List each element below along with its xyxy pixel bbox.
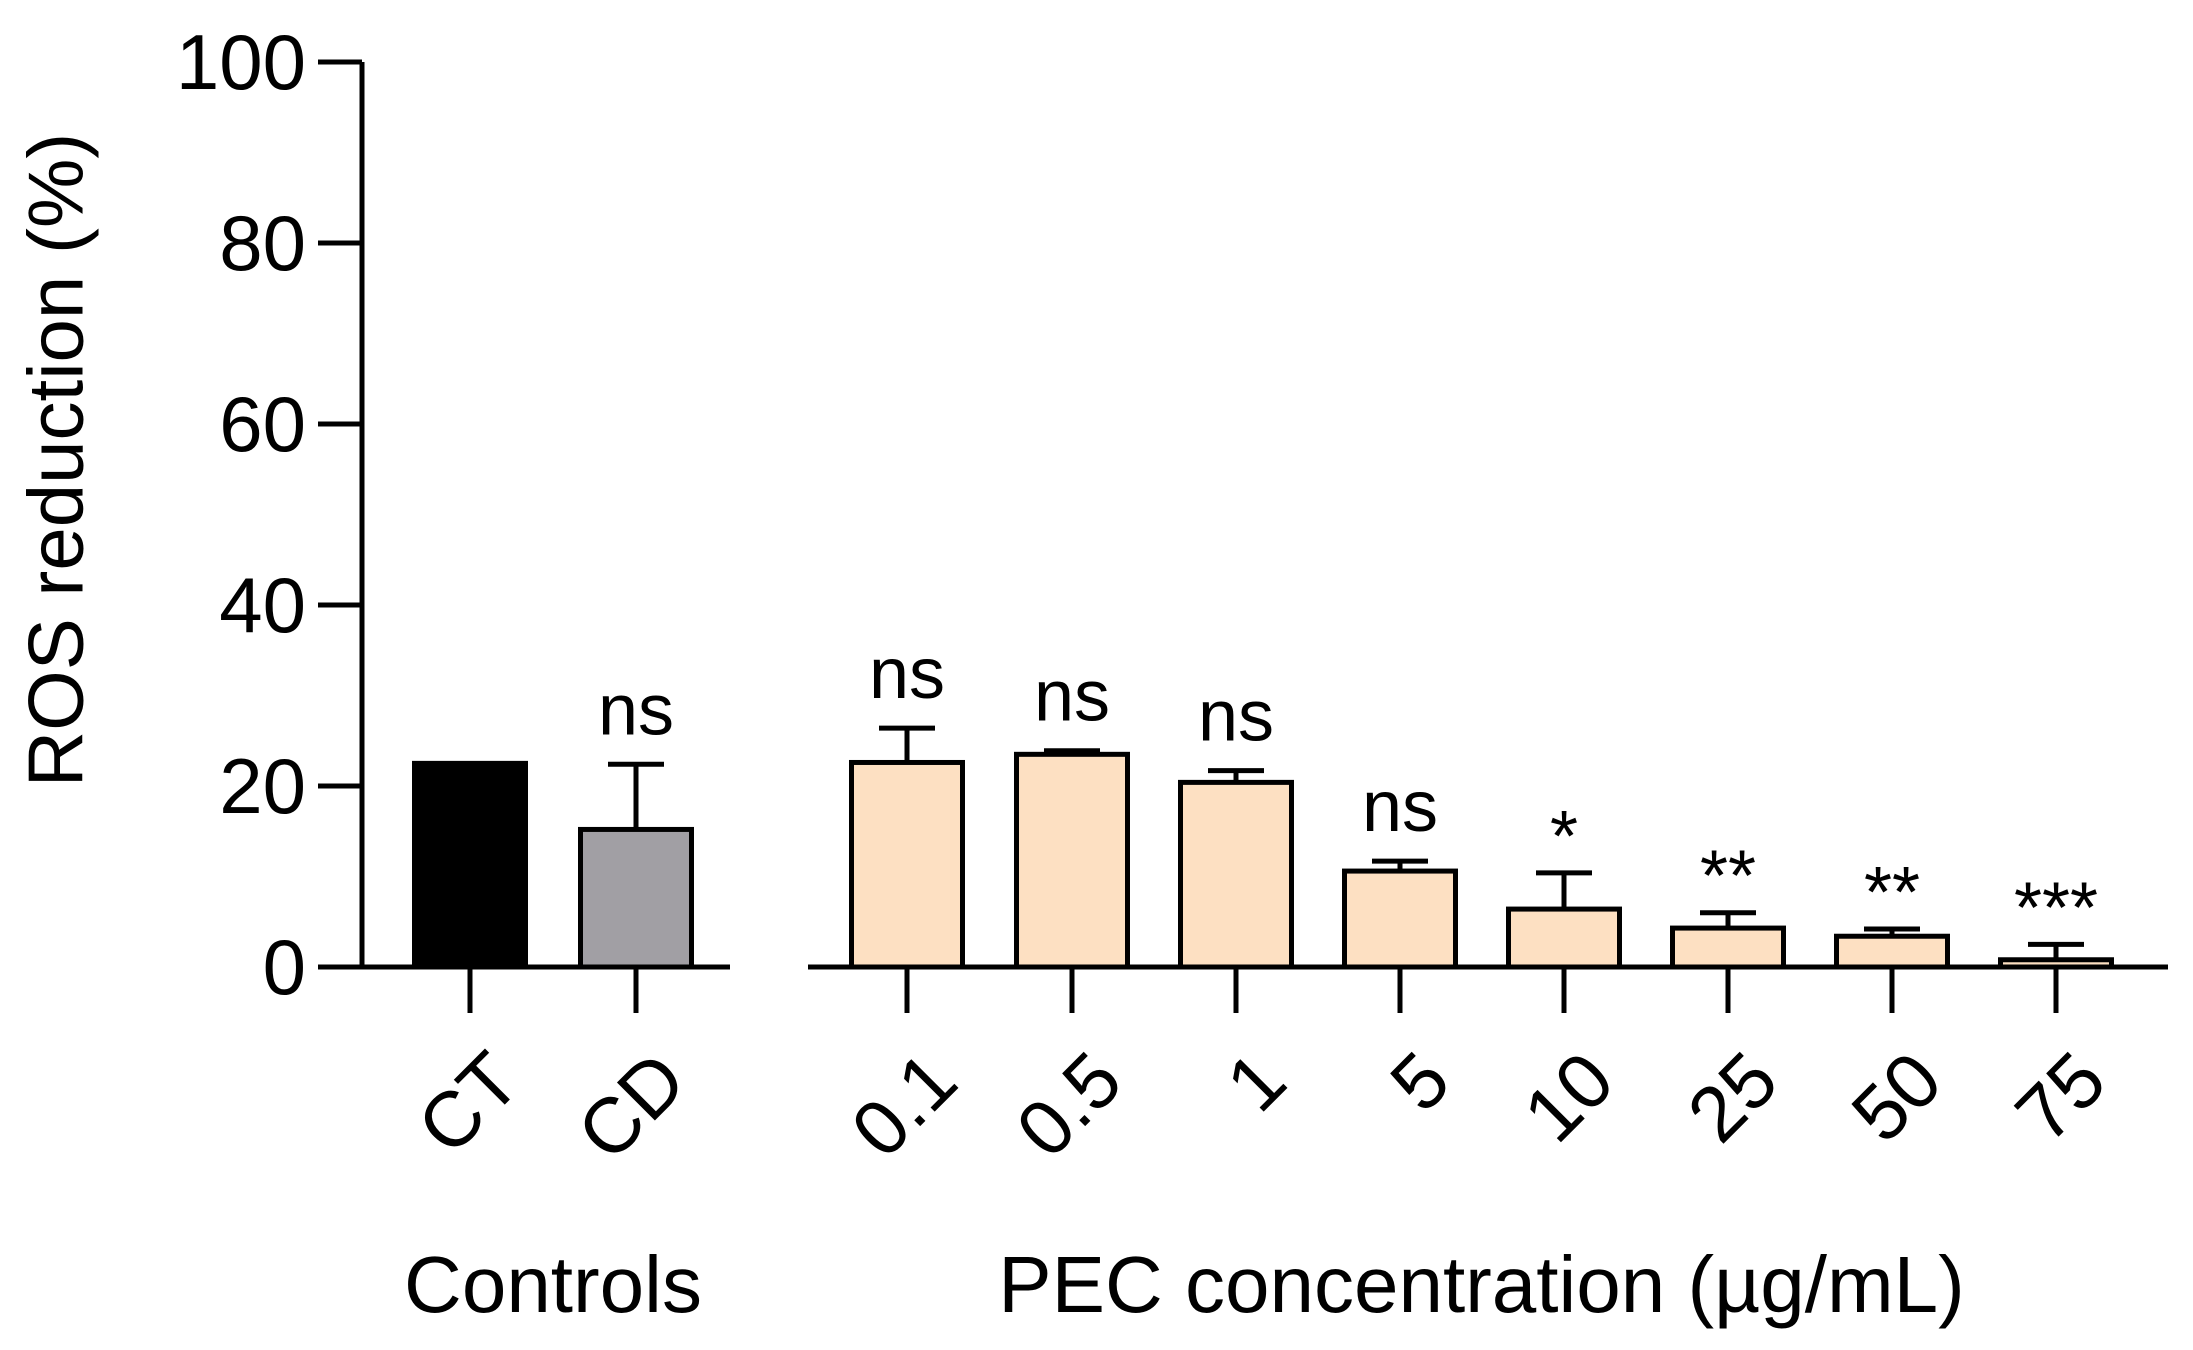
y-tick-label: 20 [219,742,306,830]
group-title-1: Controls [404,1240,702,1329]
bar-50 [1834,933,1950,970]
x-tick-label-group: CD [560,1035,702,1177]
bar-CD [578,826,694,970]
x-tick-label-group: 25 [1671,1035,1795,1159]
y-tick-label: 80 [219,199,306,287]
x-tick-label: CT [400,1035,536,1171]
significance-label-10: * [1550,797,1578,877]
x-tick-label-group: 75 [1999,1035,2123,1159]
x-tick-label-group: CT [400,1035,536,1171]
bar-5 [1342,868,1458,970]
bar-1 [1178,779,1294,970]
y-tick-label: 60 [219,380,306,468]
x-tick-label-group: 0.5 [999,1035,1138,1174]
significance-label-50: ** [1864,853,1920,933]
significance-label-5: ns [1362,767,1438,847]
x-tick-label-group: 50 [1835,1035,1959,1159]
y-axis-title: ROS reduction (%) [12,133,100,788]
bar-CT [412,760,528,970]
x-tick-label-group: 5 [1373,1035,1466,1128]
y-tick-label: 0 [263,923,306,1011]
significance-label-0.5: ns [1034,657,1110,737]
group-title-2: PEC concentration (µg/mL) [998,1240,1964,1329]
significance-label-1: ns [1198,677,1274,757]
x-tick-label-group: 0.1 [834,1035,973,1174]
bar-75 [1998,957,2114,970]
y-tick-label: 100 [176,18,306,106]
bar-0.5 [1014,751,1130,970]
significance-label-25: ** [1700,837,1756,917]
x-tick-label: 0.5 [999,1035,1138,1174]
x-tick-label-group: 10 [1507,1035,1631,1159]
x-tick-label: CD [560,1035,702,1177]
bar-25 [1670,925,1786,970]
significance-label-75: *** [2014,868,2098,948]
x-tick-label: 50 [1835,1035,1959,1159]
x-tick-label-group: 1 [1209,1035,1302,1128]
x-tick-label: 0.1 [834,1035,973,1174]
x-tick-label: 1 [1209,1035,1302,1128]
bar-10 [1506,906,1622,970]
significance-label-CD: ns [598,670,674,750]
x-tick-label: 25 [1671,1035,1795,1159]
x-tick-label: 75 [1999,1035,2123,1159]
x-tick-label: 10 [1507,1035,1631,1159]
y-tick-label: 40 [219,561,306,649]
bar-0.1 [849,759,965,970]
x-tick-label: 5 [1373,1035,1466,1128]
significance-label-0.1: ns [869,634,945,714]
